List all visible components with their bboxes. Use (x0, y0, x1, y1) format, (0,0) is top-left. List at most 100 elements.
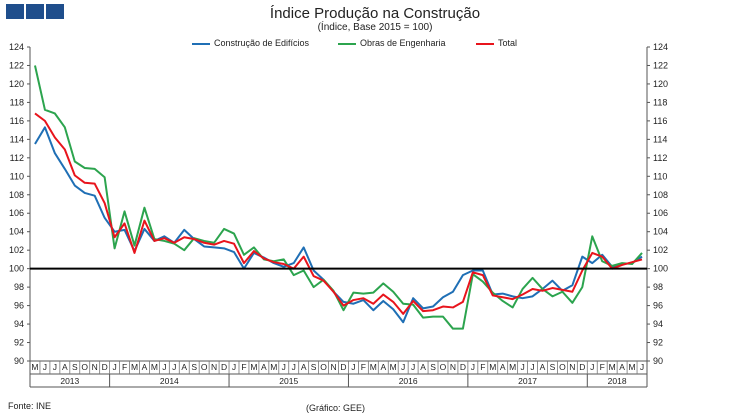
y-tick-label-left: 114 (10, 134, 24, 144)
logo-block-2 (26, 4, 44, 19)
y-tick-label-right: 100 (653, 264, 668, 274)
logo-block-1 (6, 4, 24, 19)
y-tick-label-left: 92 (14, 338, 24, 348)
x-tick-label-month: D (340, 362, 346, 372)
y-tick-label-left: 96 (14, 301, 24, 311)
y-tick-label-left: 116 (10, 116, 24, 126)
legend-item-total: Total (476, 38, 517, 48)
x-tick-label-month: N (211, 362, 217, 372)
y-tick-label-right: 106 (653, 208, 668, 218)
x-tick-label-month: J (520, 362, 524, 372)
source-note: Fonte: INE (8, 401, 52, 411)
y-tick-label-left: 124 (9, 42, 24, 52)
y-tick-label-right: 94 (653, 319, 663, 329)
y-tick-label-right: 98 (653, 282, 663, 292)
x-tick-label-month: O (81, 362, 88, 372)
x-tick-label-month: M (151, 362, 158, 372)
x-tick-label-month: J (162, 362, 166, 372)
x-tick-label-month: N (330, 362, 336, 372)
x-tick-label-month: A (62, 362, 68, 372)
x-tick-label-month: J (351, 362, 355, 372)
x-tick-label-month: D (102, 362, 108, 372)
x-tick-label-month: J (112, 362, 116, 372)
x-year-label: 2015 (279, 376, 298, 386)
x-tick-label-month: N (92, 362, 98, 372)
legend-swatch-edificios (192, 42, 210, 45)
x-tick-label-month: A (301, 362, 307, 372)
x-tick-label-month: J (292, 362, 296, 372)
legend-item-engenharia: Obras de Engenharia (338, 38, 446, 48)
y-tick-label-right: 104 (653, 227, 668, 237)
y-tick-label-right: 96 (653, 301, 663, 311)
legend-label-total: Total (498, 38, 518, 48)
x-tick-label-month: J (530, 362, 534, 372)
x-tick-label-month: M (509, 362, 516, 372)
x-tick-label-month: J (640, 362, 644, 372)
x-tick-label-month: J (590, 362, 594, 372)
legend-swatch-engenharia (338, 42, 356, 45)
y-tick-label-right: 102 (653, 245, 668, 255)
y-tick-label-right: 116 (653, 116, 667, 126)
x-tick-label-month: N (450, 362, 456, 372)
legend-item-edificios: Construção de Edifícios (192, 38, 309, 48)
y-tick-label-left: 98 (14, 282, 24, 292)
x-tick-label-month: F (241, 362, 246, 372)
x-tick-label-month: M (489, 362, 496, 372)
x-tick-label-month: O (201, 362, 208, 372)
y-tick-label-right: 90 (653, 356, 663, 366)
x-tick-label-month: S (72, 362, 78, 372)
x-tick-label-month: A (540, 362, 546, 372)
y-tick-label-right: 120 (653, 79, 668, 89)
x-year-label: 2014 (160, 376, 179, 386)
x-tick-label-month: O (559, 362, 566, 372)
x-tick-label-month: M (250, 362, 257, 372)
x-year-label: 2018 (608, 376, 627, 386)
x-tick-label-month: S (550, 362, 556, 372)
legend-label-edificios: Construção de Edifícios (214, 38, 310, 48)
y-tick-label-right: 112 (653, 153, 667, 163)
x-tick-label-month: A (261, 362, 267, 372)
x-tick-label-month: S (430, 362, 436, 372)
y-tick-label-left: 112 (10, 153, 24, 163)
x-year-label: 2017 (518, 376, 537, 386)
y-tick-label-right: 110 (653, 171, 667, 181)
x-tick-label-month: J (411, 362, 415, 372)
x-tick-label-month: J (282, 362, 286, 372)
x-tick-label-month: F (480, 362, 485, 372)
y-tick-label-left: 118 (10, 97, 24, 107)
x-tick-label-month: J (232, 362, 236, 372)
x-tick-label-month: M (609, 362, 616, 372)
credit-note: (Gráfico: GEE) (306, 403, 366, 413)
x-tick-label-month: A (380, 362, 386, 372)
x-tick-label-month: J (471, 362, 475, 372)
x-tick-label-month: J (53, 362, 57, 372)
chart-legend: Construção de Edifícios Obras de Engenha… (0, 38, 750, 52)
series-line-total (34, 112, 643, 315)
y-tick-label-left: 90 (14, 356, 24, 366)
y-tick-label-right: 108 (653, 190, 668, 200)
x-year-label: 2013 (60, 376, 79, 386)
y-tick-label-left: 120 (9, 79, 24, 89)
x-tick-label-month: A (500, 362, 506, 372)
x-tick-label-month: J (172, 362, 176, 372)
x-tick-label-month: D (460, 362, 466, 372)
y-tick-label-left: 122 (9, 60, 24, 70)
y-tick-label-right: 122 (653, 60, 668, 70)
y-tick-label-left: 102 (9, 245, 24, 255)
chart-subtitle: (Índice, Base 2015 = 100) (317, 22, 433, 33)
x-tick-label-month: M (270, 362, 277, 372)
y-tick-label-left: 104 (9, 227, 24, 237)
logo-block-3 (46, 4, 64, 19)
x-tick-label-month: A (181, 362, 187, 372)
x-tick-label-month: D (579, 362, 585, 372)
legend-label-engenharia: Obras de Engenharia (360, 38, 446, 48)
y-tick-label-left: 110 (10, 171, 24, 181)
y-tick-label-right: 114 (653, 134, 667, 144)
x-tick-label-month: M (370, 362, 377, 372)
x-tick-label-month: J (43, 362, 47, 372)
chart-title: Índice Produção na Construção (269, 5, 481, 22)
x-tick-label-month: S (191, 362, 197, 372)
y-tick-label-right: 124 (653, 42, 668, 52)
x-tick-label-month: F (600, 362, 605, 372)
